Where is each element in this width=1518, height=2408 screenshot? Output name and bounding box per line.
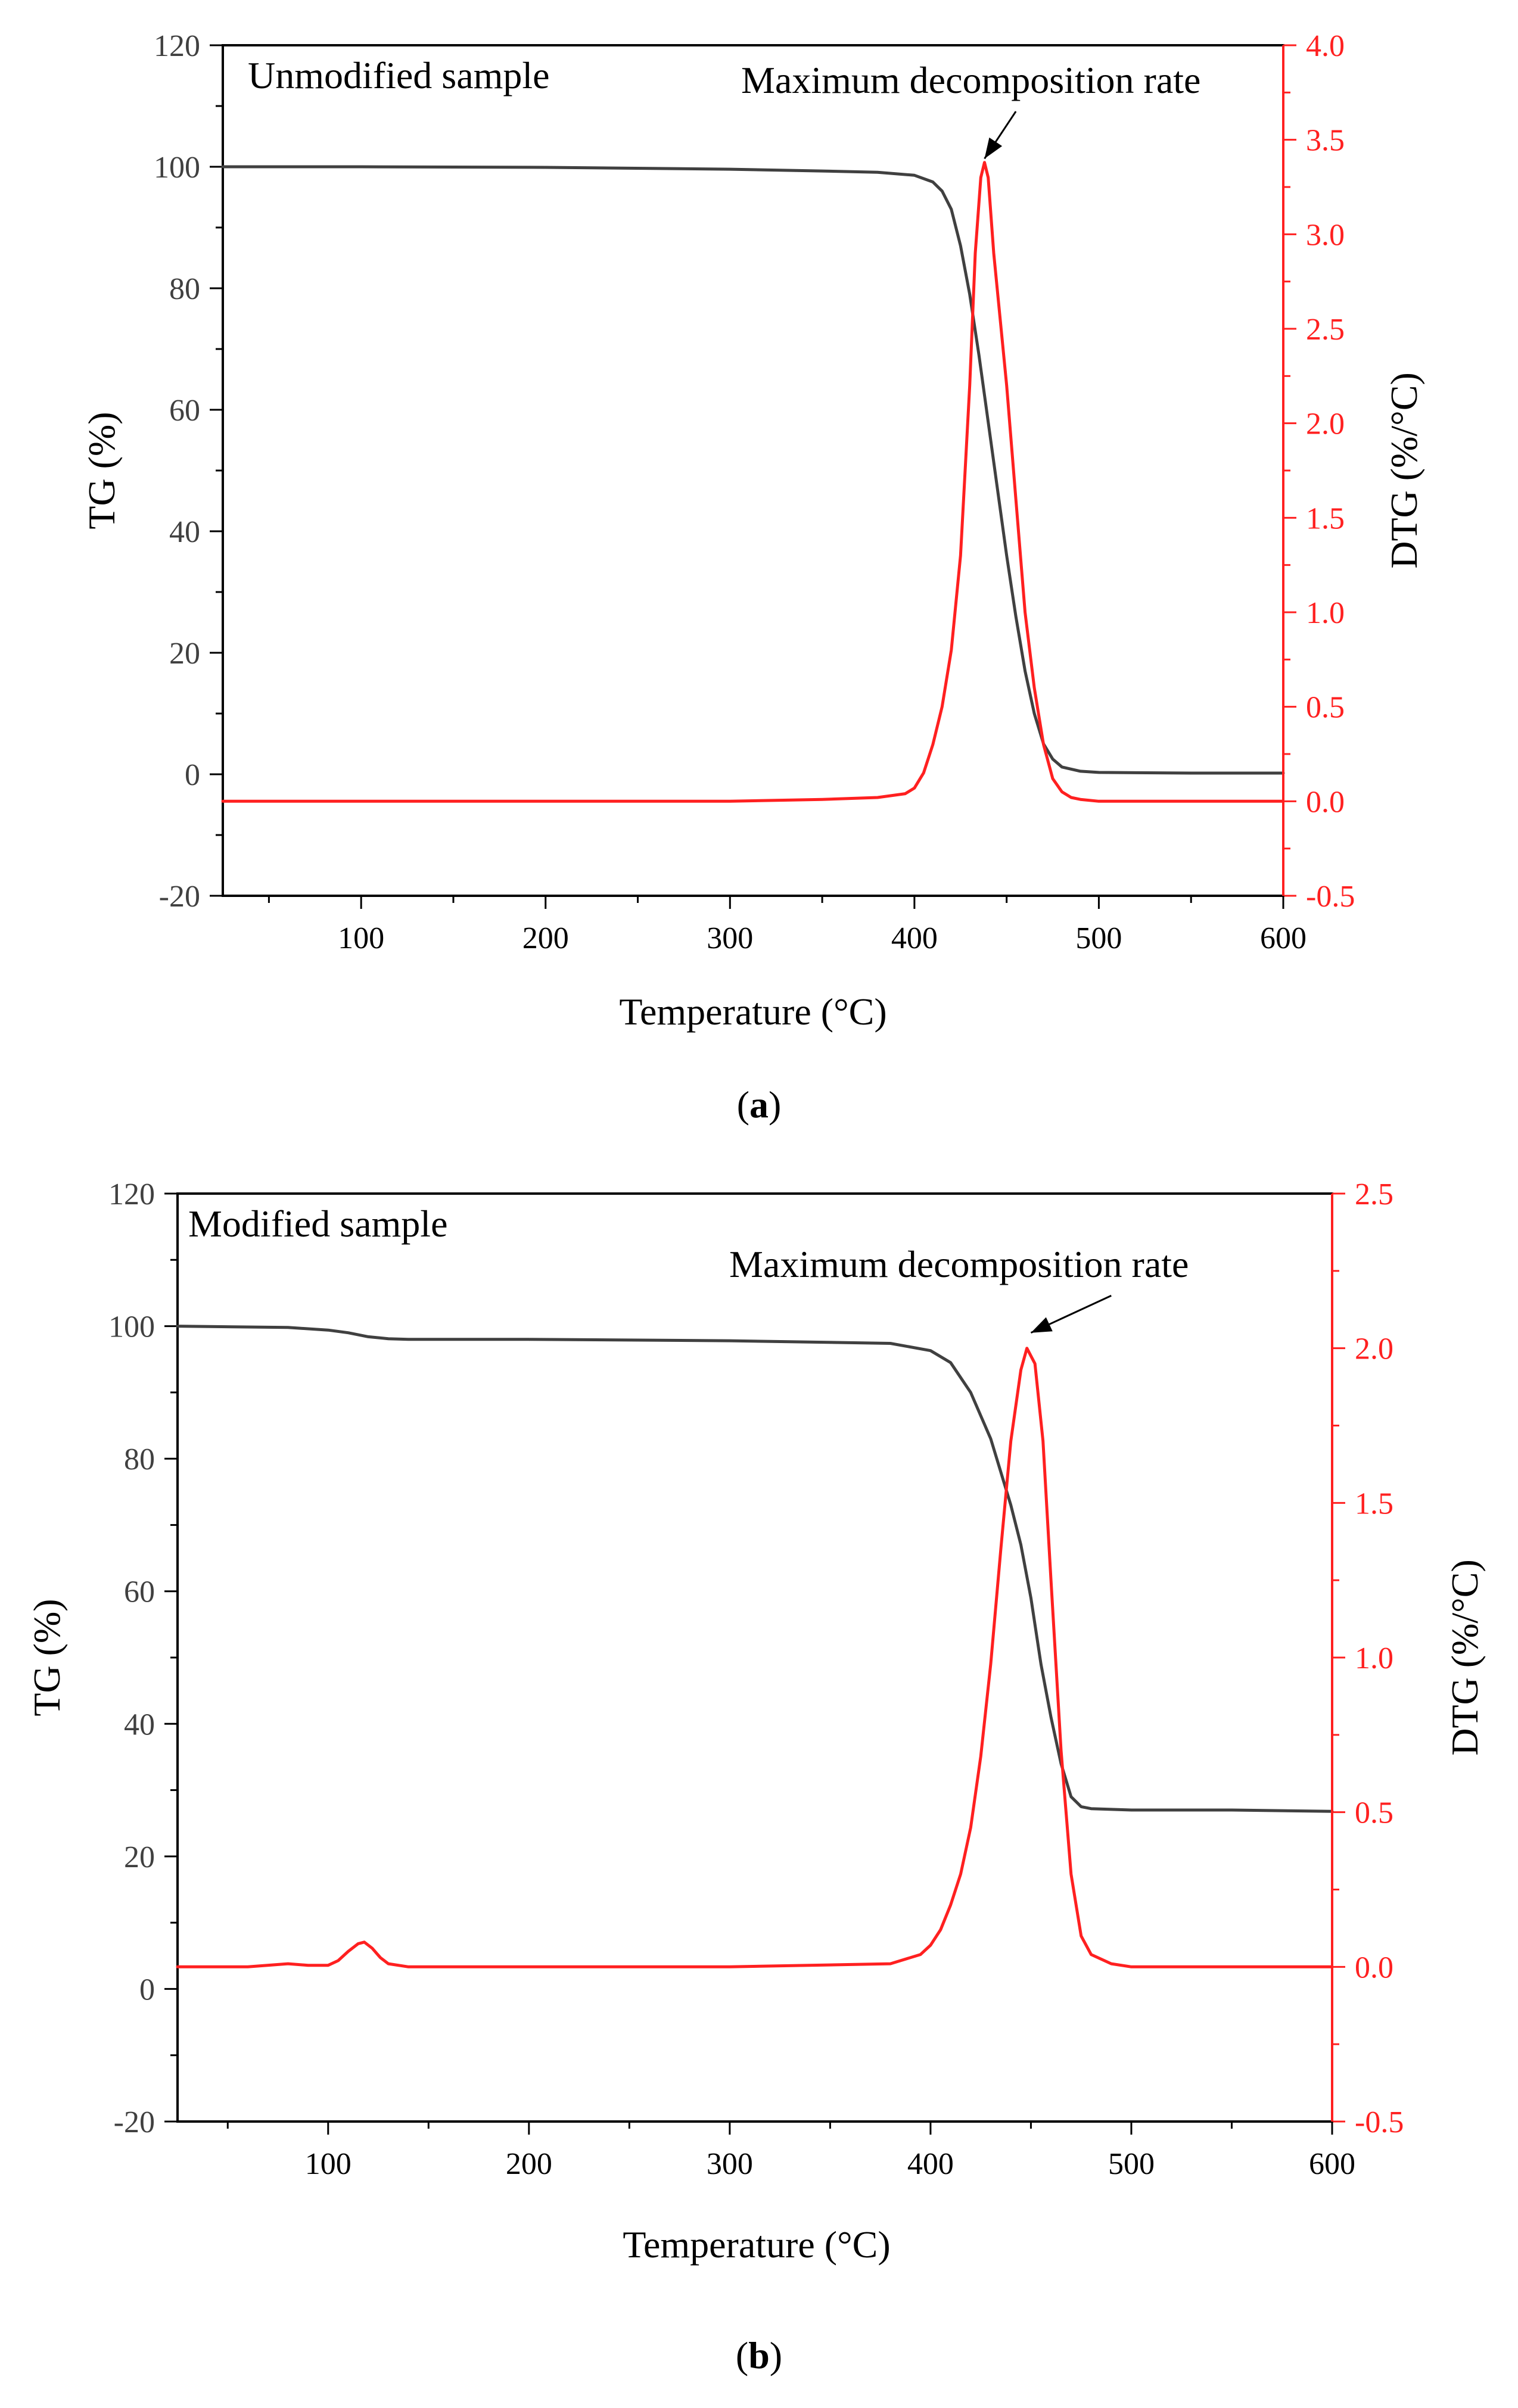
- y-tick-label: 120: [154, 29, 200, 63]
- x-tick-label: 200: [506, 2147, 552, 2181]
- panel-label: Unmodified sample: [248, 54, 550, 96]
- y2-tick-label: 3.0: [1306, 218, 1345, 252]
- y2-tick-label: 2.0: [1306, 407, 1345, 441]
- x-tick-label: 200: [522, 921, 569, 955]
- y-tick-label: 120: [108, 1177, 155, 1211]
- y2-tick-label: 1.5: [1355, 1487, 1393, 1521]
- x-tick-label: 600: [1260, 921, 1307, 955]
- annotation-label: Maximum decomposition rate: [729, 1243, 1189, 1285]
- y2-tick-label: 2.5: [1355, 1177, 1393, 1211]
- caption: (b): [736, 2334, 782, 2376]
- y-tick-label: 20: [124, 1840, 155, 1874]
- x-tick-label: 500: [1108, 2147, 1155, 2181]
- chart-panel-a: -20 0 20 40 60 80 100 120 -0.5 0.0 0.5 1.0 1.5 2.0 2.…: [80, 29, 1425, 1126]
- y-tick-label: 60: [124, 1575, 155, 1609]
- chart-panel-b: -20 0 20 40 60 80 100 120 -0.5 0.0 0.5 1.0 1.5 2.0 2.…: [26, 1177, 1486, 2376]
- y2-axis-title: DTG (%/°C): [1444, 1559, 1486, 1756]
- x-tick-label: 300: [707, 921, 753, 955]
- x-tick-label: 600: [1309, 2147, 1355, 2181]
- y-tick-label: 100: [108, 1310, 155, 1344]
- plot-frame: [222, 44, 1284, 897]
- y-tick-label: 100: [154, 151, 200, 185]
- y2-tick-label: 1.5: [1306, 501, 1345, 535]
- x-tick-label: 100: [305, 2147, 351, 2181]
- y2-tick-label: 4.0: [1306, 29, 1345, 63]
- x-axis-title: Temperature (°C): [623, 2223, 890, 2266]
- annotation-label: Maximum decomposition rate: [741, 59, 1200, 101]
- y-tick-label: -20: [114, 2105, 155, 2139]
- x-axis-title: Temperature (°C): [619, 990, 886, 1033]
- x-tick-label: 400: [907, 2147, 954, 2181]
- y2-tick-label: 1.0: [1306, 596, 1345, 630]
- y2-tick-label: -0.5: [1306, 880, 1355, 914]
- y-tick-label: 40: [124, 1708, 155, 1742]
- tg-series-line: [221, 165, 1285, 775]
- y-tick-label: 0: [185, 758, 200, 792]
- x-tick-label: 400: [891, 921, 938, 955]
- annotation-arrow-head: [1031, 1317, 1053, 1333]
- y-tick-label: 40: [169, 515, 200, 549]
- y2-tick-label: -0.5: [1355, 2105, 1404, 2139]
- y-tick-label: 80: [169, 272, 200, 306]
- caption: (a): [737, 1083, 782, 1126]
- y-tick-label: 80: [124, 1443, 155, 1476]
- dtg-series-line: [221, 161, 1285, 803]
- x-tick-label: 500: [1075, 921, 1122, 955]
- y2-tick-label: 0.5: [1355, 1796, 1393, 1830]
- x-tick-label: 300: [707, 2147, 753, 2181]
- y2-tick-label: 2.5: [1306, 313, 1345, 347]
- y2-tick-label: 0.5: [1306, 691, 1345, 725]
- y2-tick-label: 2.0: [1355, 1332, 1393, 1366]
- x-tick-label: 100: [338, 921, 384, 955]
- y-axis-title: TG (%): [26, 1599, 68, 1716]
- y-tick-label: 0: [139, 1973, 155, 2007]
- y2-tick-label: 0.0: [1306, 785, 1345, 819]
- dtg-series-line: [176, 1347, 1334, 1968]
- tg-series-line: [176, 1325, 1334, 1813]
- y-tick-label: 20: [169, 637, 200, 671]
- panel-label: Modified sample: [188, 1203, 447, 1245]
- y-tick-label: 60: [169, 394, 200, 428]
- y2-tick-label: 0.0: [1355, 1951, 1393, 1985]
- y2-tick-label: 1.0: [1355, 1641, 1393, 1675]
- y-tick-label: -20: [159, 880, 200, 914]
- annotation-arrow-head: [984, 137, 1003, 159]
- y-axis-title: TG (%): [80, 412, 123, 529]
- y2-axis-title: DTG (%/°C): [1383, 372, 1425, 569]
- y2-tick-label: 3.5: [1306, 124, 1345, 158]
